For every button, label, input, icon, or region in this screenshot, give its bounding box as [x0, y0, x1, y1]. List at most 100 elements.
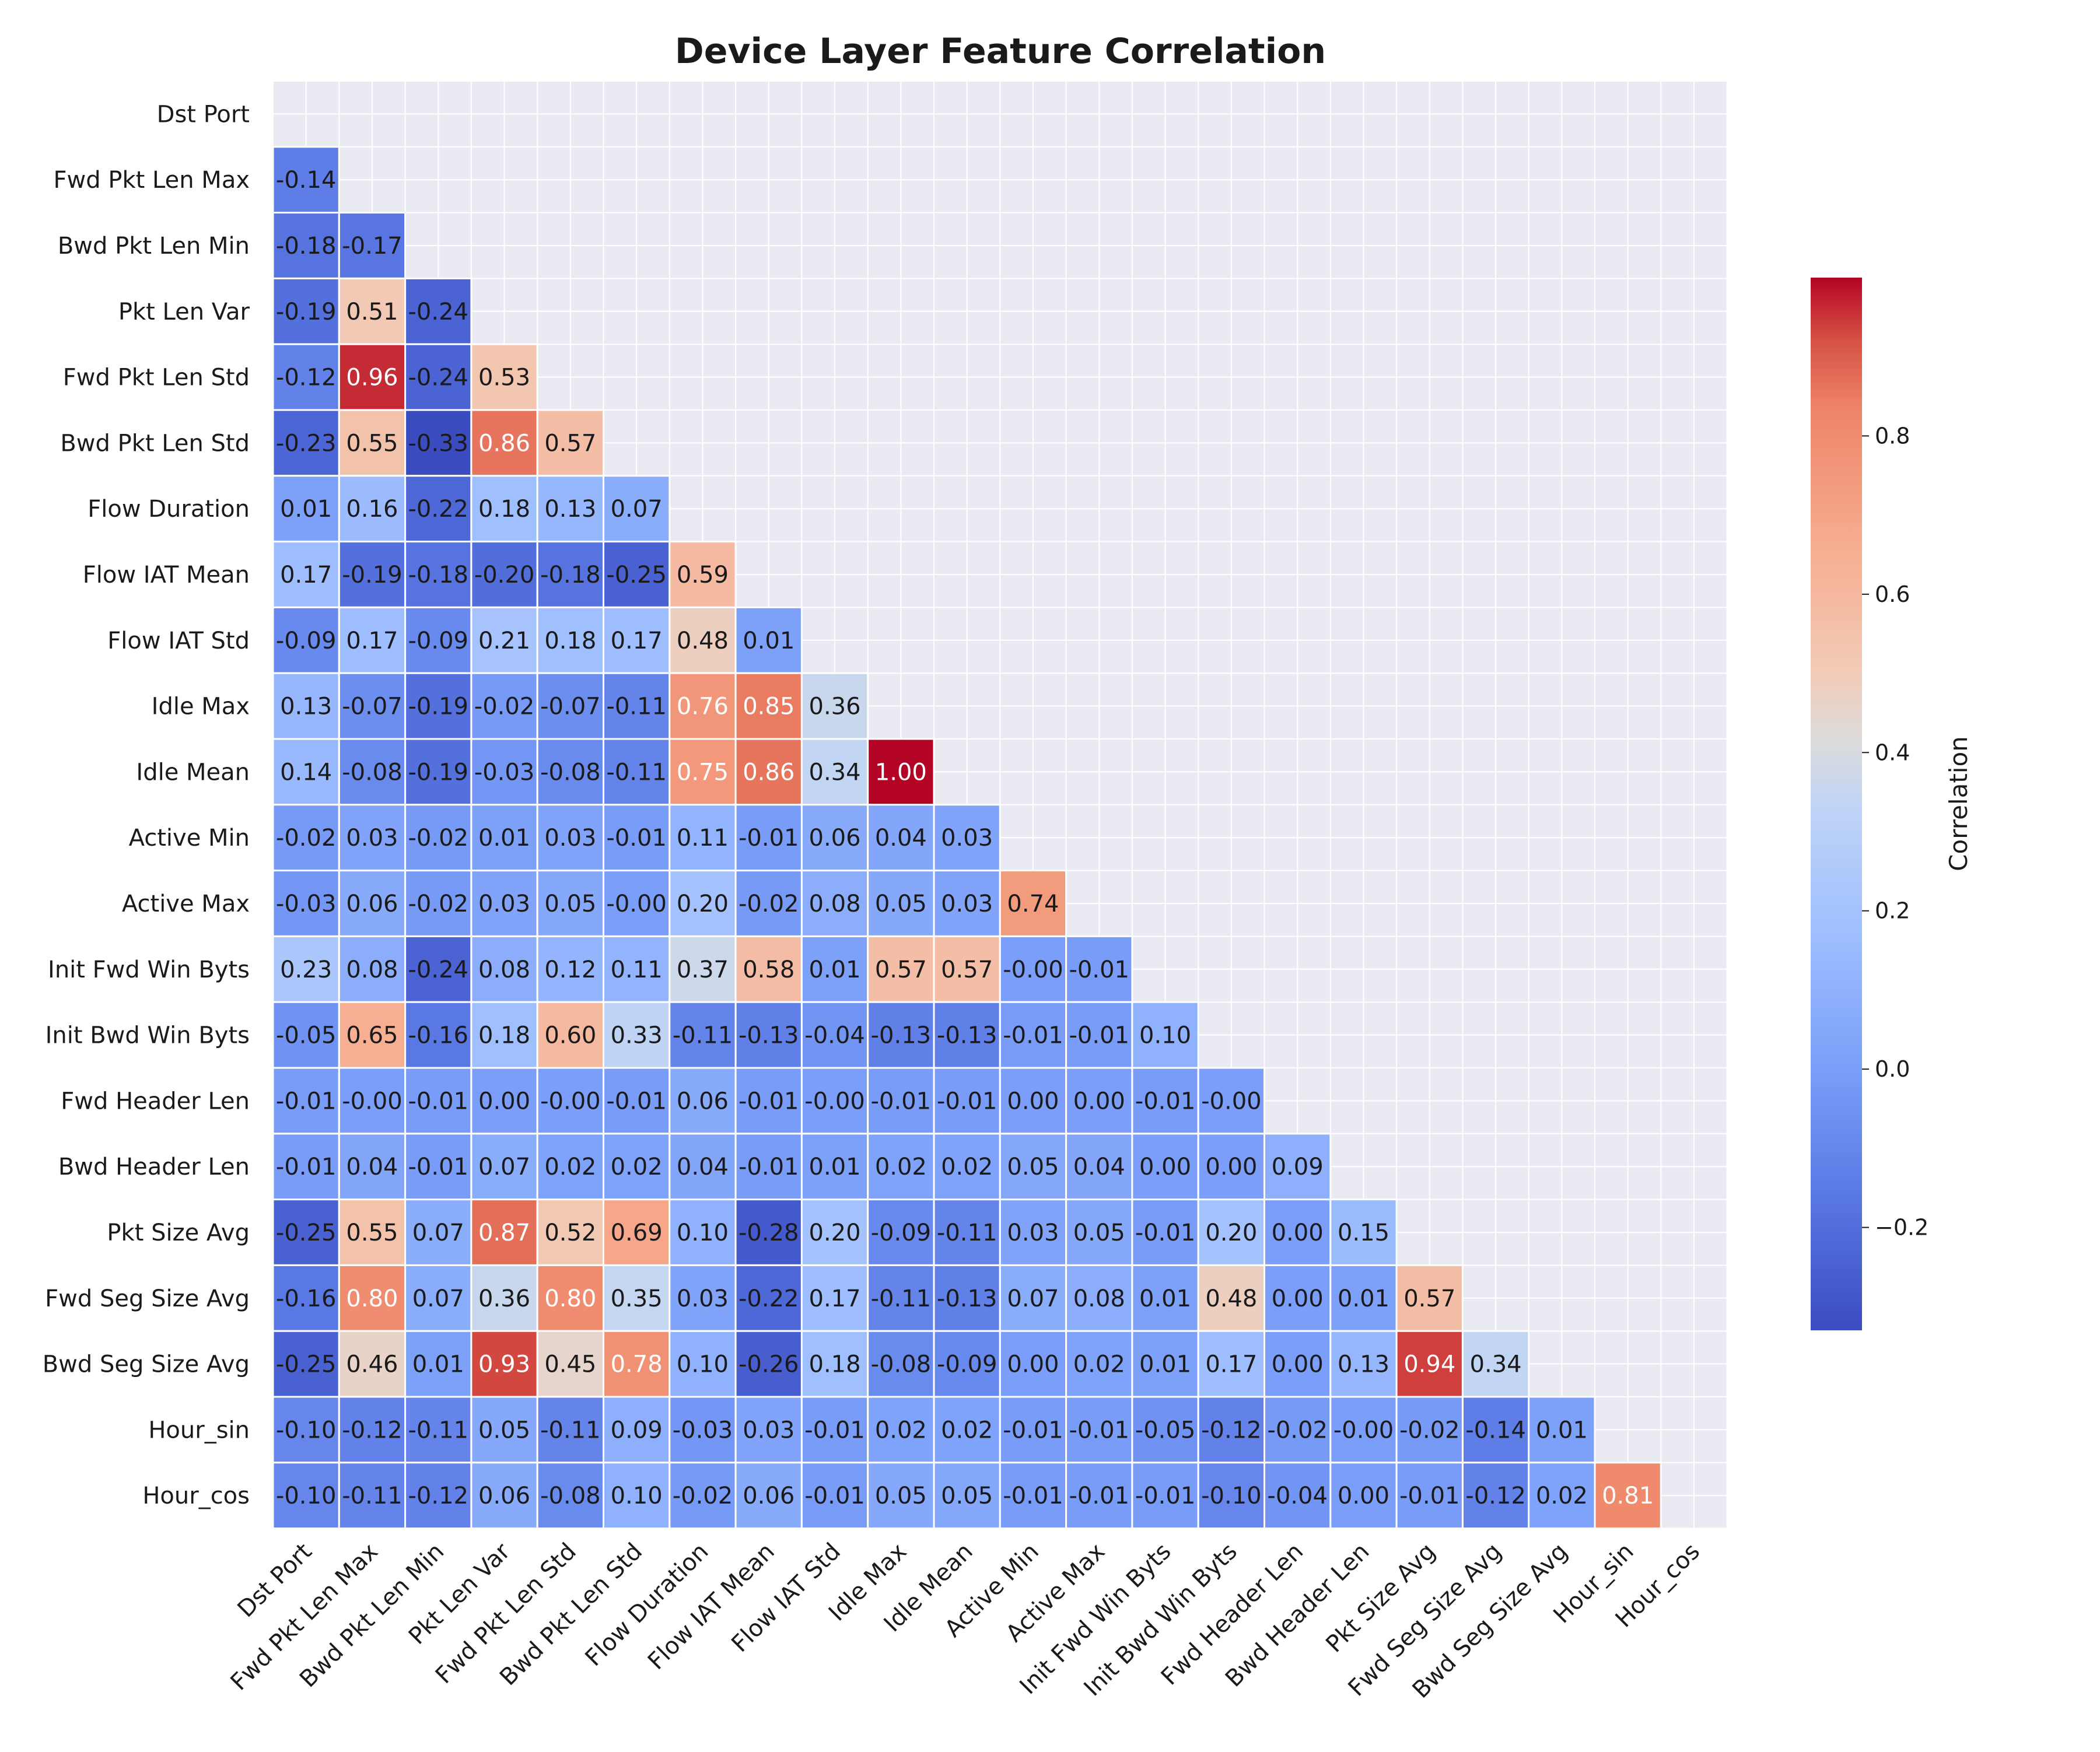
cell-value-label: -0.02 [408, 891, 469, 917]
cell-value-label: 0.21 [478, 628, 530, 654]
cell-value-label: -0.10 [276, 1483, 337, 1509]
cell-value-label: -0.24 [408, 299, 469, 325]
heatmap-cell [734, 804, 803, 872]
cell-value-label: -0.05 [276, 1022, 337, 1049]
y-tick-label: Pkt Len Var [118, 299, 250, 325]
heatmap-cell [668, 1133, 737, 1201]
y-tick-label: Hour_sin [148, 1417, 250, 1443]
heatmap-cell [536, 672, 605, 740]
cell-value-label: -0.11 [871, 1285, 932, 1312]
y-tick-label: Flow IAT Std [107, 628, 250, 654]
cell-value-label: 0.17 [346, 628, 398, 654]
cell-value-label: 0.01 [1338, 1285, 1390, 1312]
cell-value-label: 0.06 [677, 1088, 729, 1115]
heatmap-cell [404, 1396, 473, 1464]
cell-value-label: 0.57 [875, 956, 927, 983]
heatmap-cell [536, 409, 605, 477]
heatmap-cell [404, 738, 473, 806]
heatmap-cell [734, 1330, 803, 1398]
cell-value-label: -0.00 [540, 1088, 601, 1115]
cell-value-label: 1.00 [875, 759, 927, 786]
heatmap-cell [603, 738, 671, 806]
heatmap-cell [1264, 1396, 1332, 1464]
cell-value-label: 0.10 [611, 1483, 663, 1509]
heatmap-cell [338, 935, 407, 1003]
cell-value-label: 0.53 [478, 365, 530, 391]
heatmap-cell [867, 1462, 935, 1530]
cell-value-label: -0.01 [738, 825, 799, 852]
cell-value-label: -0.18 [408, 562, 469, 588]
colorbar-tick-label: 0.4 [1875, 740, 1910, 765]
cell-value-label: 0.17 [611, 628, 663, 654]
cell-value-label: 0.00 [1007, 1351, 1059, 1378]
cell-value-label: 0.18 [478, 496, 530, 523]
cell-value-label: -0.19 [276, 299, 337, 325]
heatmap-cell [800, 738, 869, 806]
cell-value-label: 0.09 [611, 1417, 663, 1443]
cell-value-label: 0.75 [677, 759, 729, 786]
cell-value-label: -0.13 [937, 1022, 998, 1049]
cell-value-label: 0.00 [1272, 1220, 1324, 1246]
heatmap-cell [1197, 1330, 1265, 1398]
cell-value-label: -0.01 [408, 1154, 469, 1180]
cell-value-label: 0.07 [412, 1285, 464, 1312]
colorbar-tick-label: −0.2 [1875, 1215, 1929, 1241]
cell-value-label: -0.01 [606, 825, 667, 852]
heatmap-cell [734, 1067, 803, 1135]
cell-value-label: 0.55 [346, 430, 398, 457]
heatmap-cell [404, 1199, 473, 1266]
heatmap-cell [1131, 1067, 1199, 1135]
cell-value-label: -0.07 [540, 693, 601, 720]
cell-value-label: -0.09 [871, 1220, 932, 1246]
heatmap-cell [603, 1001, 671, 1069]
cell-value-label: 0.48 [677, 628, 729, 654]
cell-value-label: -0.01 [804, 1417, 865, 1443]
colorbar-ticks: −0.2 0.0 0.2 0.4 0.6 0.8 [1862, 423, 1929, 1241]
cell-value-label: -0.01 [1069, 1417, 1130, 1443]
cell-value-label: 0.00 [1073, 1088, 1125, 1115]
y-tick-label: Bwd Pkt Len Std [60, 430, 250, 457]
cell-value-label: 0.17 [1205, 1351, 1257, 1378]
cell-value-label: 0.06 [346, 891, 398, 917]
cell-value-label: -0.00 [1003, 956, 1063, 983]
cell-value-label: 0.93 [478, 1351, 530, 1378]
cell-value-label: 0.74 [1007, 891, 1059, 917]
heatmap-cell [338, 1001, 407, 1069]
cell-value-label: -0.14 [276, 167, 337, 194]
heatmap-cell [999, 1001, 1068, 1069]
y-tick-label: Idle Mean [136, 759, 250, 786]
cell-value-label: 0.05 [544, 891, 596, 917]
y-tick-label: Idle Max [152, 693, 250, 720]
heatmap-cell [668, 541, 737, 608]
cell-value-label: -0.00 [1201, 1088, 1262, 1115]
cell-value-label: -0.00 [1334, 1417, 1394, 1443]
cell-value-label: 0.04 [677, 1154, 729, 1180]
cell-value-label: -0.01 [804, 1483, 865, 1509]
heatmap-cell [470, 1001, 538, 1069]
cell-value-label: 0.13 [280, 693, 332, 720]
heatmap-cell [470, 672, 538, 740]
cell-value-label: 0.01 [1536, 1417, 1588, 1443]
heatmap-cell [338, 1067, 407, 1135]
cell-value-label: 0.01 [1139, 1285, 1191, 1312]
cell-value-label: -0.02 [1399, 1417, 1460, 1443]
heatmap-cell [933, 1067, 1001, 1135]
cell-value-label: 0.11 [677, 825, 729, 852]
cell-value-label: 0.23 [280, 956, 332, 983]
cell-value-label: -0.10 [276, 1417, 337, 1443]
cell-value-label: 0.00 [1338, 1483, 1390, 1509]
heatmap-cell [867, 1133, 935, 1201]
cell-value-label: -0.17 [342, 233, 402, 260]
cell-value-label: 0.00 [1272, 1351, 1324, 1378]
cell-value-label: 0.20 [677, 891, 729, 917]
heatmap-cell [470, 1264, 538, 1332]
cell-value-label: 0.57 [941, 956, 993, 983]
cell-value-label: -0.25 [276, 1220, 337, 1246]
cell-value-label: 0.87 [478, 1220, 530, 1246]
heatmap-cell [867, 1067, 935, 1135]
heatmap-cell [800, 1462, 869, 1530]
cell-value-label: -0.20 [474, 562, 535, 588]
heatmap-cell [668, 804, 737, 872]
cell-value-label: -0.12 [1201, 1417, 1262, 1443]
